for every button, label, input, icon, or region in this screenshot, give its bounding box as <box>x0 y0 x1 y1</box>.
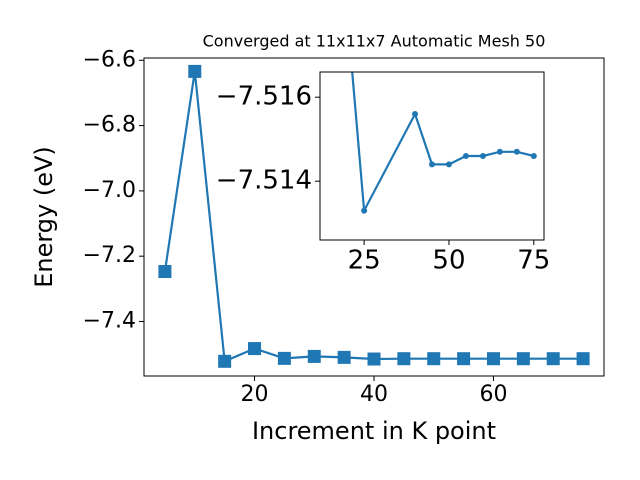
x-tick-label: 40 <box>360 382 388 407</box>
y-tick-label: −6.6 <box>83 47 136 72</box>
plot-area <box>320 72 544 240</box>
x-tick-label: 50 <box>432 246 465 276</box>
marker <box>307 349 321 363</box>
marker <box>445 161 452 168</box>
x-tick-label: 75 <box>517 246 550 276</box>
marker <box>427 352 441 366</box>
chart-title: Converged at 11x11x7 Automatic Mesh 50 <box>203 32 546 51</box>
marker <box>576 352 590 366</box>
axes-frame <box>143 57 605 377</box>
marker <box>513 148 520 155</box>
x-tick-label: 60 <box>479 382 507 407</box>
y-tick-label: −6.8 <box>83 113 136 138</box>
y-tick-label: −7.4 <box>83 308 136 333</box>
marker <box>188 64 202 78</box>
marker <box>496 148 503 155</box>
marker <box>530 153 537 159</box>
marker <box>361 207 368 214</box>
marker <box>462 153 469 159</box>
marker <box>516 352 530 366</box>
y-tick-label: −7.514 <box>216 166 312 196</box>
y-tick-label: −7.516 <box>216 82 312 112</box>
marker <box>397 352 411 366</box>
y-tick-label: −7.2 <box>83 243 136 268</box>
marker <box>412 111 419 117</box>
axes-frame <box>319 71 545 241</box>
marker <box>218 354 232 368</box>
marker <box>479 153 486 159</box>
y-axis-label: Energy (eV) <box>30 146 58 288</box>
y-tick-label: −7.0 <box>83 178 136 203</box>
axes: 25 50 75 −7.514 −7.516 <box>216 71 550 276</box>
marker <box>158 265 172 279</box>
marker <box>546 352 560 366</box>
x-axis-label: Increment in K point <box>252 417 496 445</box>
series-line <box>351 72 535 215</box>
marker <box>486 352 500 366</box>
x-tick-label: 25 <box>348 246 381 276</box>
marker <box>429 161 435 168</box>
marker <box>457 352 471 366</box>
marker <box>367 352 381 366</box>
x-tick-label: 20 <box>241 382 269 407</box>
marker <box>337 350 351 364</box>
marker <box>248 342 262 356</box>
plot-content <box>158 64 590 368</box>
marker <box>277 351 291 365</box>
plot-content <box>351 72 537 215</box>
